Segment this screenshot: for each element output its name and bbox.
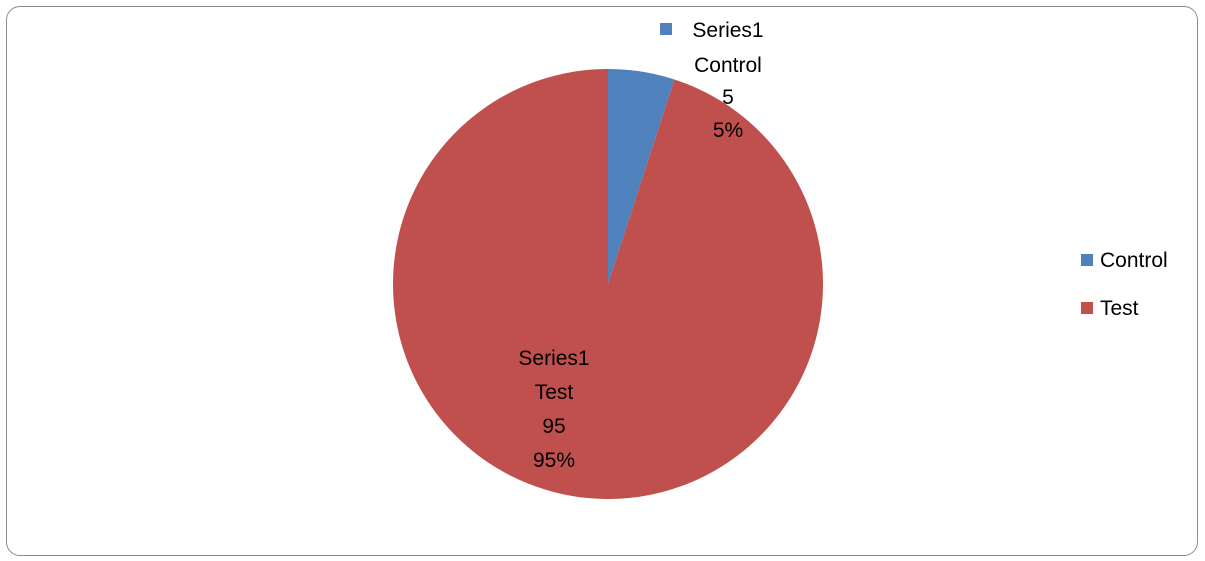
pie-slice-control bbox=[608, 69, 675, 284]
legend-key-control bbox=[1081, 254, 1093, 266]
data-label-control: Series1 Control 5 5% bbox=[660, 19, 764, 142]
data-label-control-key bbox=[660, 23, 672, 35]
pie-slice-test bbox=[393, 69, 823, 499]
data-label-control-category: Control bbox=[694, 54, 762, 77]
legend-label-control: Control bbox=[1100, 249, 1168, 272]
data-label-control-series: Series1 bbox=[692, 19, 763, 42]
data-label-control-percent: 5% bbox=[713, 119, 743, 142]
legend-key-test bbox=[1081, 302, 1093, 314]
pie-slices bbox=[393, 69, 823, 499]
data-label-test-value: 95 bbox=[542, 415, 565, 438]
data-label-test-category: Test bbox=[535, 381, 574, 404]
data-label-test-percent: 95% bbox=[533, 449, 575, 472]
data-label-control-value: 5 bbox=[722, 86, 734, 109]
legend: Control Test bbox=[1081, 249, 1168, 320]
legend-label-test: Test bbox=[1100, 297, 1139, 320]
data-label-test: Series1 Test 95 95% bbox=[518, 347, 589, 472]
data-label-test-series: Series1 bbox=[518, 347, 589, 370]
